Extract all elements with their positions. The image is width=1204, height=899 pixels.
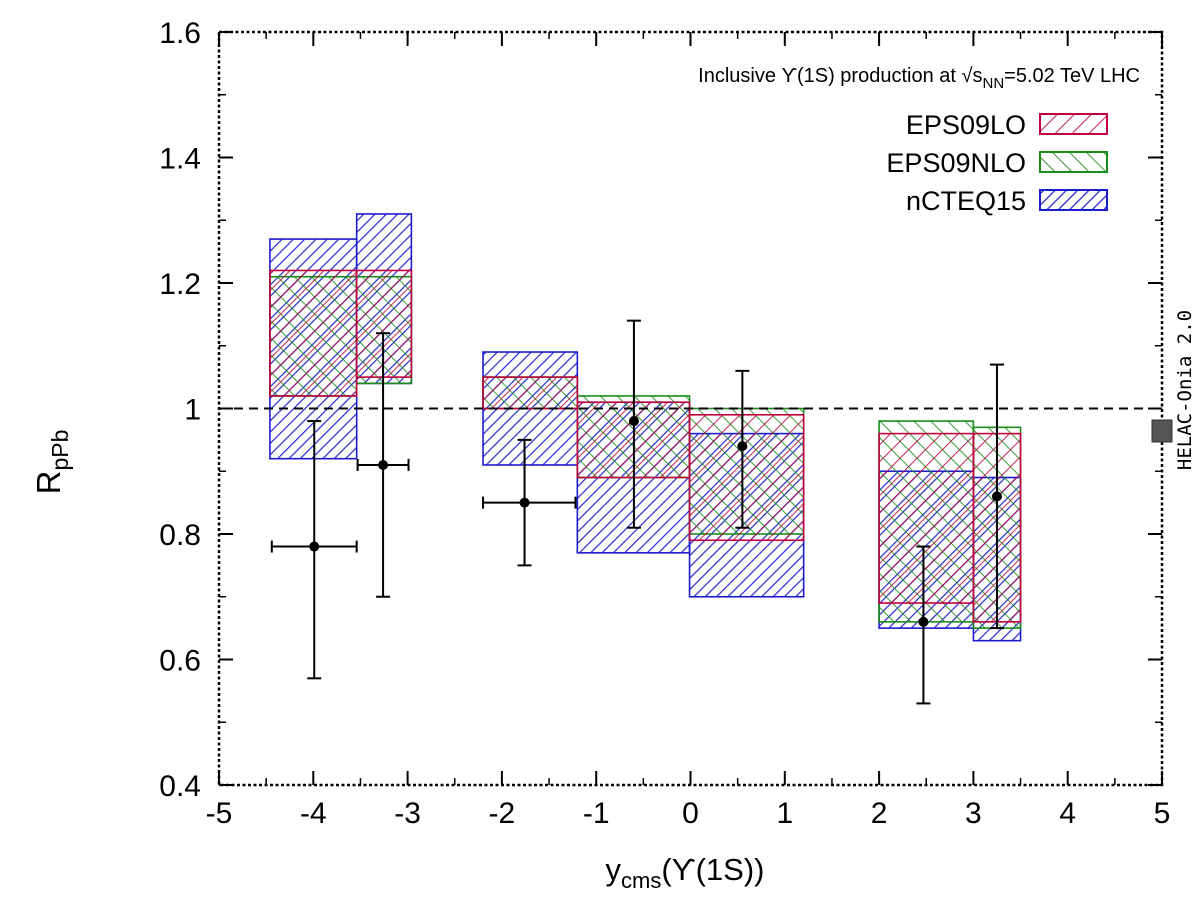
data-point-1 [356,332,410,598]
data-point-5 [916,545,931,705]
data-point-2 [482,438,577,567]
band-eps09lo-5 [878,432,975,604]
legend-swatch-eps09nlo [1039,151,1108,173]
data-point-3 [626,319,641,529]
y-axis-title-main: R [30,471,67,495]
annotation-prefix: Inclusive ϒ(1S) production at [698,65,961,87]
y-tick-label: 0.6 [159,645,201,678]
annotation: Inclusive ϒ(1S) production at √sNN=5.02 … [698,65,1140,92]
x-tick-label: -5 [206,797,233,830]
data-points-layer [270,319,1004,705]
x-tick-label: 1 [776,797,793,830]
side-marker [1151,419,1173,443]
x-axis-title-sub: cms [621,868,661,893]
y-tick-label: 0.8 [159,519,201,552]
x-tick-label: -2 [489,797,516,830]
legend-label-eps09lo: EPS09LO [906,110,1026,140]
legend-swatch-eps09lo [1039,113,1108,135]
legend-label-eps09nlo: EPS09NLO [886,148,1026,178]
legend: EPS09LO EPS09NLO nCTEQ15 [886,110,1108,216]
y-tick-label: 1.4 [159,143,201,176]
data-point-0 [270,420,358,680]
legend-label-ncteq15: nCTEQ15 [906,186,1026,216]
band-eps09lo-0 [269,269,358,397]
annotation-sub: NN [982,75,1004,92]
band-eps09lo-4 [688,413,805,542]
x-tick-label: 4 [1059,797,1076,830]
x-axis-title: ycms(ϒ(1S)) [606,852,765,893]
x-tick-label: -3 [394,797,421,830]
legend-swatch-ncteq15 [1039,189,1108,211]
data-point-marker [628,416,639,427]
x-axis-title-main: y [606,852,622,887]
x-tick-label: 0 [682,797,699,830]
side-label: HELAC-Onia 2.0 [1174,310,1196,470]
data-point-6 [989,363,1004,630]
data-point-marker [378,459,389,470]
y-tick-label: 1 [184,394,201,427]
y-tick-label: 1.6 [159,17,201,50]
data-point-4 [735,369,750,529]
x-tick-label: -1 [583,797,610,830]
x-tick-label: 2 [871,797,888,830]
x-tick-label: 3 [965,797,982,830]
band-layer [269,213,1022,642]
y-tick-label: 0.4 [159,770,201,803]
y-tick-label: 1.2 [159,268,201,301]
tick-layer: -5 -4 -3 -2 -1 0 1 2 3 4 5 0.4 0.6 0.8 1 1.2 1.4 1.6 [159,17,1170,830]
data-point-marker [918,616,929,627]
annotation-suffix: =5.02 TeV LHC [1004,65,1140,87]
band-eps09lo-2 [482,376,579,410]
x-tick-label: -4 [300,797,327,830]
data-point-marker [991,491,1002,502]
y-axis-title-sub: pPb [47,430,73,471]
data-point-marker [309,541,320,552]
annotation-sqrt: √s [962,65,983,87]
data-point-marker [737,441,748,452]
data-point-marker [519,497,530,508]
x-tick-label: 5 [1154,797,1171,830]
svg-text:Inclusive ϒ(1S) production at: Inclusive ϒ(1S) production at √sNN=5.02 … [698,65,1140,92]
x-axis-title-rest: (ϒ(1S)) [661,852,764,887]
y-axis-title: RpPb [30,430,73,495]
